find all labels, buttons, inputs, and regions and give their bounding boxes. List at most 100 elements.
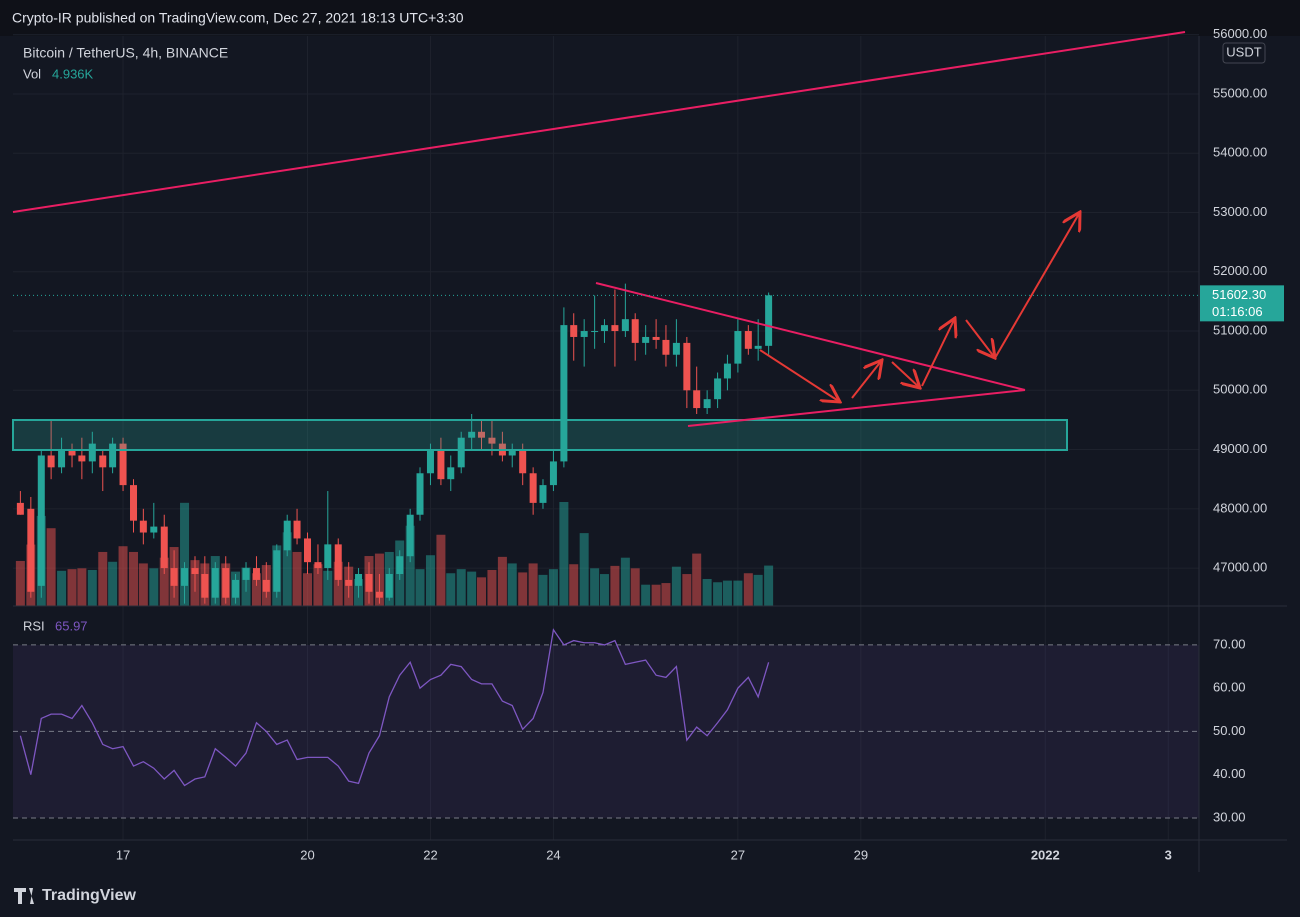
candle-body [580, 331, 588, 337]
triangle-upper [595, 282, 1026, 391]
support-zone [12, 419, 1068, 451]
y-tick-label: 50000.00 [1213, 382, 1267, 397]
arrow [994, 212, 1080, 359]
candle-body [16, 502, 24, 515]
volume-bar [67, 569, 77, 606]
volume-bar [599, 574, 609, 606]
volume-bar [405, 525, 415, 606]
candle-body [109, 443, 117, 468]
volume-bar [159, 557, 169, 606]
candle-body [88, 443, 96, 462]
candle-body [232, 579, 240, 598]
rsi-tick-label: 50.00 [1213, 723, 1246, 738]
volume-bar [528, 563, 538, 606]
volume-bar [743, 573, 753, 606]
y-tick-label: 48000.00 [1213, 500, 1267, 515]
volume-bar [487, 569, 497, 606]
rsi-line [19, 628, 770, 787]
candle-body [621, 319, 629, 332]
vol-value: 4.936K [52, 66, 94, 81]
candle-body [273, 550, 281, 592]
y-tick-label: 53000.00 [1213, 204, 1267, 219]
volume-bar [620, 557, 630, 606]
volume-bar [641, 584, 651, 606]
candle-body [642, 336, 650, 343]
x-tick-label: 29 [854, 847, 868, 862]
volume-bar [702, 578, 712, 606]
volume-bar [46, 528, 56, 606]
candle-body [447, 467, 455, 480]
volume-bar [251, 573, 261, 606]
volume-bar [87, 569, 97, 606]
candle-body [334, 544, 342, 580]
candle-body [211, 568, 219, 598]
volume-bar [538, 574, 548, 606]
arrow [759, 349, 840, 402]
volume-bar [415, 569, 425, 606]
volume-bar [303, 573, 313, 606]
y-tick-label: 52000.00 [1213, 263, 1267, 278]
y-tick-label: 49000.00 [1213, 441, 1267, 456]
candle-body [703, 399, 711, 409]
candle-body [468, 431, 476, 438]
candle-body [723, 363, 731, 379]
candle-body [242, 568, 250, 580]
x-tick-label: 22 [423, 847, 437, 862]
volume-bar [713, 582, 723, 606]
candle-body [406, 514, 414, 557]
candle-body [37, 455, 45, 586]
volume-bar [764, 565, 774, 606]
symbol: Bitcoin / TetherUS, 4h, BINANCE [23, 45, 228, 61]
volume-bar [722, 580, 732, 606]
candle-body [611, 325, 619, 332]
candle-body [477, 431, 485, 438]
candle-body [293, 520, 301, 539]
candle-body [314, 562, 322, 569]
candle-body [375, 591, 383, 598]
candle-body [47, 455, 55, 468]
candles [16, 283, 773, 604]
candle-body [130, 485, 138, 521]
candle-body [252, 568, 260, 580]
rsi-tick-label: 70.00 [1213, 636, 1246, 651]
candle-body [508, 449, 516, 456]
volume-bar [548, 569, 558, 606]
candle-body [99, 455, 107, 468]
candle-body [683, 342, 691, 391]
candle-body [529, 473, 537, 503]
volume-bar [77, 568, 87, 606]
volume-bar [129, 551, 139, 606]
volume-bar [671, 566, 681, 606]
arrow [851, 360, 882, 399]
candle-body [672, 342, 680, 355]
x-tick-label: 27 [731, 847, 745, 862]
volume-bar [518, 572, 528, 606]
rsi-band [13, 644, 1199, 818]
brand: TradingView [42, 887, 137, 904]
candle-body [662, 339, 670, 355]
trend-line [12, 31, 1186, 213]
candle-body [744, 331, 752, 349]
volume-bar [579, 533, 589, 606]
last-price-label: 51602.30 [1212, 287, 1266, 302]
candle-body [426, 449, 434, 474]
currency: USDT [1226, 44, 1261, 59]
volume-bar [456, 569, 466, 606]
top-bar [0, 0, 1300, 36]
candle-body [58, 449, 66, 468]
candle-body [283, 520, 291, 551]
rsi-tick-label: 30.00 [1213, 809, 1246, 824]
triangle-lower [687, 389, 1026, 427]
candle-body [457, 437, 465, 468]
y-tick-label: 47000.00 [1213, 560, 1267, 575]
candle-body [365, 574, 373, 592]
y-tick-label: 56000.00 [1213, 26, 1267, 41]
candle-body [765, 295, 773, 346]
currency-box [1222, 42, 1266, 64]
logo-icon [14, 888, 34, 904]
volume-bar [559, 502, 569, 606]
last-price-box [1200, 285, 1284, 322]
x-tick-label: 24 [546, 847, 560, 862]
